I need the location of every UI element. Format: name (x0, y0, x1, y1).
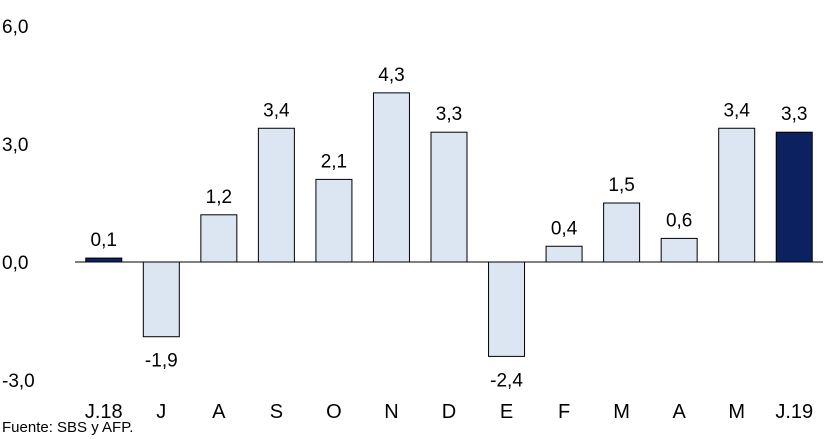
data-label: 0,4 (551, 218, 578, 239)
bar (718, 127, 756, 263)
bar (200, 214, 238, 263)
data-label: 1,5 (608, 175, 634, 196)
bar (545, 245, 583, 263)
category-labels: J.18 J A S O N D E F M A M J.19 (85, 401, 813, 423)
data-label: -1,9 (145, 351, 178, 372)
bar (660, 237, 698, 263)
bar (488, 261, 526, 357)
category-label: J (156, 401, 166, 423)
bar (85, 257, 123, 263)
data-labels: 0,1 -1,9 1,2 3,4 2,1 4,3 3,3 -2,4 0,4 1,5 0,6 3,4 3,… (91, 65, 808, 392)
bar (430, 131, 468, 263)
category-label: N (384, 401, 398, 423)
source-note: Fuente: SBS y AFP. (2, 419, 134, 436)
bar (372, 92, 410, 263)
data-label: 3,3 (436, 104, 462, 125)
category-label: E (500, 401, 513, 423)
data-label: 3,4 (263, 100, 290, 121)
category-label: O (326, 401, 342, 423)
data-label: 2,1 (321, 151, 347, 172)
y-tick-label: 3,0 (2, 135, 28, 156)
data-label: 0,1 (91, 230, 117, 251)
category-label: D (442, 401, 456, 423)
category-label: A (212, 401, 226, 423)
category-label: M (613, 401, 630, 423)
y-tick-label: -3,0 (2, 371, 35, 392)
y-axis-ticks: -3,0 0,0 3,0 6,0 (2, 17, 35, 392)
data-label: 4,3 (378, 65, 404, 86)
category-label: J.19 (775, 401, 813, 423)
bar (142, 261, 180, 338)
data-label: 1,2 (206, 187, 232, 208)
data-label: 0,6 (666, 210, 692, 231)
bars (85, 92, 813, 357)
category-label: F (558, 401, 570, 423)
data-label: -2,4 (490, 370, 523, 391)
category-label: J.18 (85, 401, 123, 423)
category-label: A (672, 401, 686, 423)
bar (775, 131, 813, 263)
bar (257, 127, 295, 263)
bar (315, 178, 353, 263)
data-label: 3,4 (723, 100, 750, 121)
data-label: 3,3 (781, 104, 807, 125)
category-label: S (270, 401, 283, 423)
y-tick-label: 6,0 (2, 17, 28, 38)
category-label: M (728, 401, 745, 423)
bar (603, 202, 641, 263)
y-tick-label: 0,0 (2, 253, 28, 274)
